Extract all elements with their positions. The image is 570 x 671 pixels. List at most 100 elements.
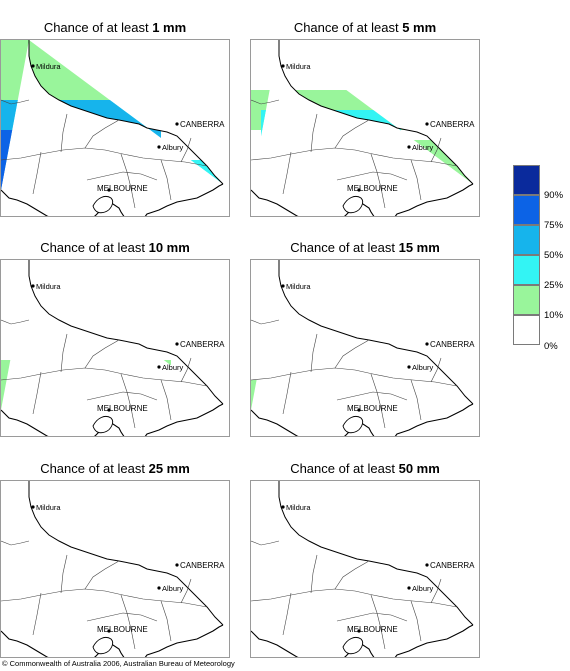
port-phillip-bay [342, 636, 364, 655]
district-boundary [180, 357, 192, 383]
melbourne-marker [357, 188, 361, 192]
melbourne-marker [107, 188, 111, 192]
canberra-marker [425, 122, 429, 126]
district-boundary [32, 371, 42, 415]
district-boundary [86, 612, 158, 622]
canberra-marker [175, 122, 179, 126]
district-boundary [336, 612, 408, 622]
legend-swatch-50 [513, 225, 540, 255]
district-boundary [370, 594, 386, 650]
district-boundary [334, 339, 370, 369]
panel-title: Chance of at least 5 mm [293, 20, 437, 35]
district-boundary [251, 367, 458, 387]
legend-swatch-90 [513, 165, 540, 195]
rain-probability-map: Mildura CANBERRA Albury MELBOURNE [0, 259, 230, 437]
legend-label: 25% [544, 280, 564, 291]
melbourne-marker [107, 629, 111, 633]
district-boundary [180, 137, 192, 163]
district-boundary [410, 159, 422, 201]
panel-title: Chance of at least 25 mm [40, 461, 190, 476]
melbourne-label: MELBOURNE [347, 184, 398, 193]
district-boundary [251, 540, 280, 546]
canberra-label: CANBERRA [430, 561, 475, 570]
district-boundary [160, 379, 172, 421]
mildura-label: Mildura [286, 282, 311, 291]
melbourne-marker [107, 408, 111, 412]
district-boundary [430, 357, 442, 383]
mildura-label: Mildura [286, 62, 311, 71]
coastline [251, 624, 474, 657]
mildura-marker [281, 64, 285, 68]
district-boundary [282, 592, 292, 636]
district-boundary [84, 339, 120, 369]
coastline [251, 403, 474, 436]
rain-probability-map: Mildura CANBERRA Albury MELBOURNE [250, 259, 480, 437]
district-boundary [120, 153, 136, 209]
district-boundary [310, 554, 318, 594]
coastline [1, 624, 224, 657]
district-boundary [1, 147, 208, 167]
melbourne-label: MELBOURNE [347, 404, 398, 413]
district-boundary [84, 560, 120, 590]
district-boundary [410, 379, 422, 421]
mildura-label: Mildura [36, 282, 61, 291]
albury-marker [407, 145, 411, 149]
mildura-marker [31, 284, 35, 288]
port-phillip-bay [342, 195, 364, 214]
albury-marker [157, 365, 161, 369]
canberra-label: CANBERRA [430, 120, 475, 129]
legend-label: 10% [544, 310, 564, 321]
melbourne-label: MELBOURNE [97, 404, 148, 413]
rain-probability-map: Mildura CANBERRA Albury MELBOURNE [250, 480, 480, 658]
albury-label: Albury [162, 363, 184, 372]
mildura-marker [281, 505, 285, 509]
canberra-marker [425, 563, 429, 567]
district-boundary [60, 333, 68, 373]
legend-swatch-0 [513, 315, 540, 345]
canberra-label: CANBERRA [430, 340, 475, 349]
legend-label: 0% [544, 341, 558, 352]
district-boundary [120, 594, 136, 650]
melbourne-marker [357, 629, 361, 633]
district-boundary [430, 137, 442, 163]
district-boundary [430, 578, 442, 604]
melbourne-label: MELBOURNE [347, 625, 398, 634]
rain-probability-map: Mildura CANBERRA Albury MELBOURNE [0, 39, 230, 217]
district-boundary [336, 391, 408, 401]
district-boundary [282, 371, 292, 415]
legend-swatch-10 [513, 285, 540, 315]
district-boundary [310, 113, 318, 153]
district-boundary [60, 113, 68, 153]
district-boundary [60, 554, 68, 594]
district-boundary [180, 578, 192, 604]
legend-label: 75% [544, 220, 564, 231]
district-boundary [32, 151, 42, 195]
district-boundary [1, 540, 30, 546]
district-boundary [336, 171, 408, 181]
district-boundary [1, 367, 208, 387]
melbourne-marker [357, 408, 361, 412]
district-boundary [86, 171, 158, 181]
mildura-label: Mildura [286, 503, 311, 512]
albury-label: Albury [412, 584, 434, 593]
coastline [251, 183, 474, 216]
district-boundary [251, 588, 458, 608]
coastline [1, 403, 224, 436]
canberra-label: CANBERRA [180, 340, 225, 349]
district-boundary [86, 391, 158, 401]
district-boundary [410, 600, 422, 642]
canberra-label: CANBERRA [180, 120, 225, 129]
mildura-label: Mildura [36, 503, 61, 512]
mildura-label: Mildura [36, 62, 61, 71]
mildura-marker [31, 505, 35, 509]
legend-swatch-25 [513, 255, 540, 285]
albury-label: Albury [412, 363, 434, 372]
district-boundary [334, 119, 370, 149]
albury-marker [157, 145, 161, 149]
albury-label: Albury [162, 584, 184, 593]
panel-title: Chance of at least 50 mm [290, 461, 440, 476]
district-boundary [251, 319, 280, 325]
port-phillip-bay [92, 636, 114, 655]
panel-title: Chance of at least 15 mm [290, 240, 440, 255]
district-boundary [1, 99, 30, 105]
